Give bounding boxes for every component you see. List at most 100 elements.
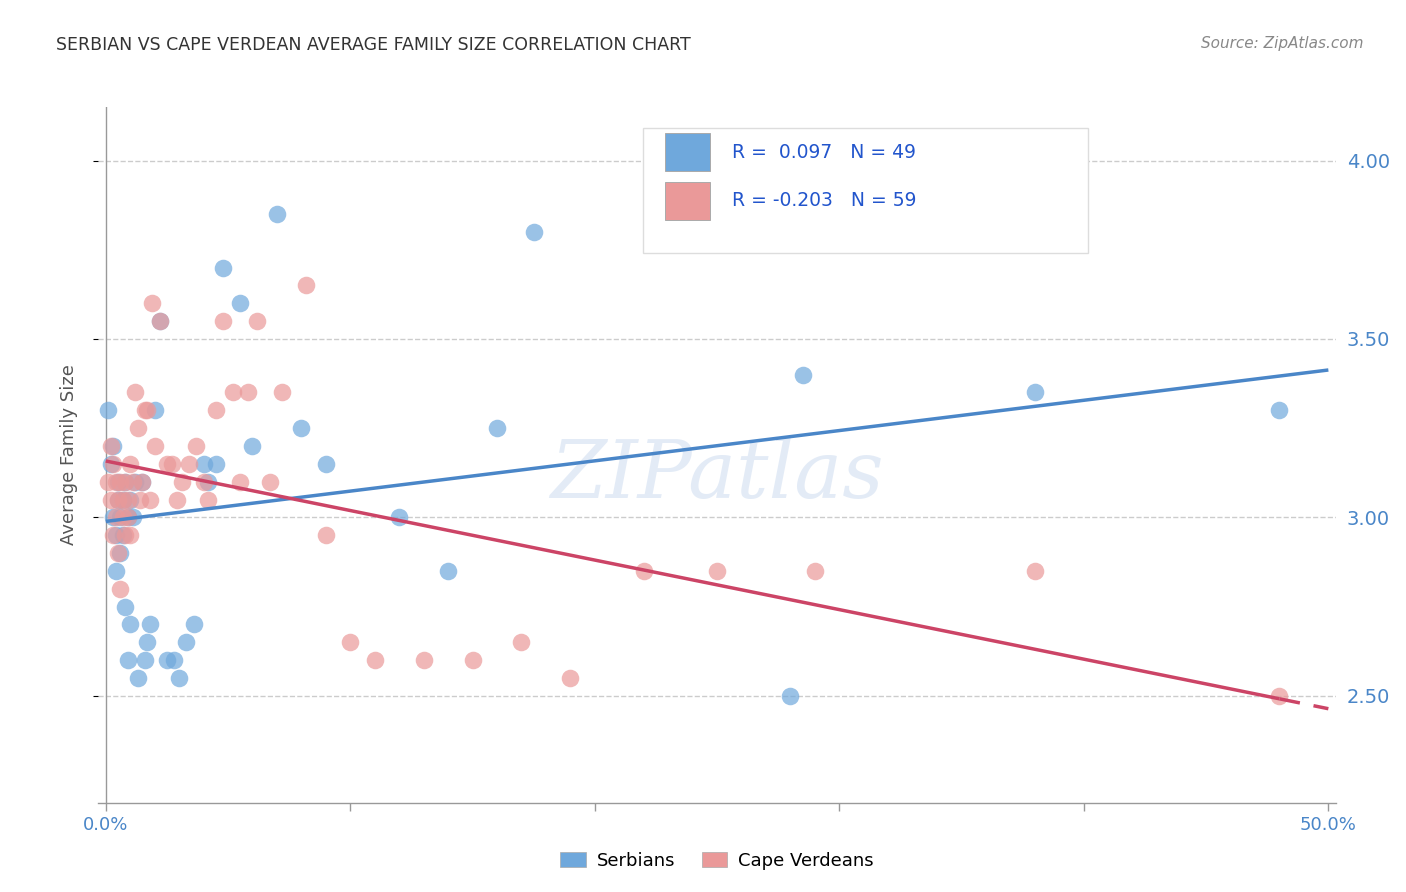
Point [212, 260, 235, 275]
Point [114, 475, 136, 489]
Point [111, 492, 134, 507]
Point [120, 528, 142, 542]
Point [134, 403, 156, 417]
Point [101, 457, 124, 471]
Legend: Serbians, Cape Verdeans: Serbians, Cape Verdeans [553, 845, 882, 877]
Point [197, 492, 219, 507]
Point [131, 475, 153, 489]
Point [364, 653, 387, 667]
Point [186, 439, 208, 453]
Text: SERBIAN VS CAPE VERDEAN AVERAGE FAMILY SIZE CORRELATION CHART: SERBIAN VS CAPE VERDEAN AVERAGE FAMILY S… [56, 36, 690, 54]
Point [136, 403, 159, 417]
Point [315, 528, 337, 542]
Point [101, 510, 124, 524]
Y-axis label: Average Family Size: Average Family Size [59, 365, 77, 545]
Bar [665, 182, 710, 220]
Point [100, 439, 122, 453]
Point [129, 492, 152, 507]
Bar [665, 133, 710, 171]
Point [124, 385, 146, 400]
Point [127, 671, 149, 685]
Point [117, 510, 139, 524]
Point [148, 314, 170, 328]
Point [706, 564, 728, 578]
Point [107, 475, 129, 489]
Point [97, 475, 120, 489]
Point [124, 475, 146, 489]
Point [163, 653, 186, 667]
Point [270, 385, 292, 400]
Text: R = -0.203   N = 59: R = -0.203 N = 59 [733, 192, 917, 211]
Point [111, 510, 134, 524]
Point [633, 564, 655, 578]
Point [560, 671, 582, 685]
Point [110, 582, 132, 596]
Point [117, 510, 139, 524]
Point [176, 635, 198, 649]
Point [204, 403, 226, 417]
Point [120, 617, 142, 632]
Point [139, 617, 162, 632]
Point [136, 635, 159, 649]
Point [461, 653, 484, 667]
Point [166, 492, 188, 507]
Point [131, 475, 153, 489]
Point [107, 546, 129, 560]
Point [193, 475, 215, 489]
Point [143, 403, 166, 417]
Point [266, 207, 288, 221]
Point [295, 278, 318, 293]
Point [160, 457, 183, 471]
Point [315, 457, 337, 471]
Point [246, 314, 269, 328]
Point [120, 492, 142, 507]
Point [104, 475, 127, 489]
Point [259, 475, 281, 489]
Point [242, 439, 264, 453]
Point [111, 492, 134, 507]
Point [177, 457, 200, 471]
Point [437, 564, 460, 578]
Point [779, 689, 801, 703]
Point [143, 439, 166, 453]
Point [141, 296, 163, 310]
Point [148, 314, 170, 328]
Point [204, 457, 226, 471]
Point [110, 510, 132, 524]
Text: Source: ZipAtlas.com: Source: ZipAtlas.com [1201, 36, 1364, 51]
Point [114, 475, 136, 489]
Point [804, 564, 827, 578]
Point [229, 475, 252, 489]
Point [339, 635, 361, 649]
Point [100, 457, 122, 471]
Point [104, 510, 127, 524]
Point [104, 528, 127, 542]
Point [1024, 385, 1046, 400]
Point [110, 475, 132, 489]
Point [107, 492, 129, 507]
Point [117, 492, 139, 507]
Point [156, 653, 179, 667]
Point [236, 385, 259, 400]
Point [193, 457, 215, 471]
Point [111, 528, 134, 542]
Point [104, 564, 127, 578]
Point [120, 457, 142, 471]
Point [1024, 564, 1046, 578]
Point [114, 528, 136, 542]
Text: R =  0.097   N = 49: R = 0.097 N = 49 [733, 143, 915, 161]
Point [222, 385, 245, 400]
FancyBboxPatch shape [643, 128, 1088, 253]
Point [134, 653, 156, 667]
Point [156, 457, 179, 471]
Point [170, 475, 193, 489]
Point [290, 421, 312, 435]
Point [121, 510, 143, 524]
Point [100, 492, 122, 507]
Point [412, 653, 434, 667]
Point [792, 368, 814, 382]
Point [183, 617, 205, 632]
Point [101, 439, 124, 453]
Text: ZIPatlas: ZIPatlas [550, 437, 884, 515]
Point [510, 635, 533, 649]
